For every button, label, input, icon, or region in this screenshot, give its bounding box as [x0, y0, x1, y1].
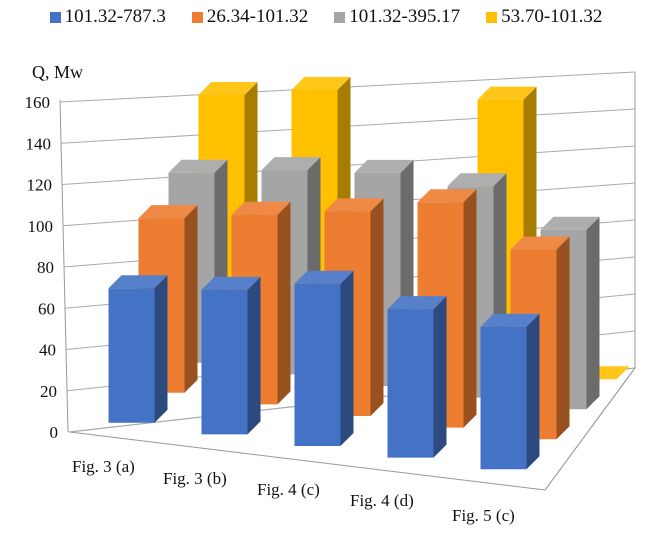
legend-item: 101.32-395.17 — [334, 6, 460, 28]
legend-swatch — [334, 11, 346, 23]
x-tick-label: Fig. 5 (c) — [452, 506, 515, 525]
bar-top — [294, 270, 354, 284]
bar-top — [168, 159, 228, 173]
bar-top — [291, 76, 351, 90]
y-tick-label: 0 — [50, 423, 59, 442]
bar — [480, 313, 540, 470]
y-tick-label: 120 — [27, 176, 53, 195]
bar-side — [586, 216, 600, 410]
bar-top — [324, 198, 384, 212]
legend-item: 101.32-787.3 — [49, 6, 166, 28]
x-tick-label: Fig. 3 (a) — [72, 457, 135, 476]
x-tick-label: Fig. 4 (d) — [350, 491, 414, 510]
legend: 101.32-787.3 26.34-101.32 101.32-395.17 … — [0, 6, 652, 28]
bar-side — [184, 205, 198, 393]
legend-label: 101.32-395.17 — [349, 6, 461, 27]
bar-top — [231, 201, 291, 215]
bar-side — [154, 275, 168, 423]
bar-front — [108, 288, 155, 423]
bar-top — [138, 205, 198, 219]
bar-front — [387, 309, 434, 458]
bar — [294, 270, 354, 446]
y-axis-line — [59, 99, 69, 433]
bar-top — [447, 173, 507, 187]
bar-side — [463, 189, 477, 428]
y-tick-label: 20 — [40, 382, 57, 401]
legend-label: 53.70-101.32 — [501, 6, 603, 27]
bar-side — [433, 296, 447, 458]
legend-item: 26.34-101.32 — [191, 6, 309, 28]
y-axis-label: Q, Mw — [32, 62, 83, 82]
bar-top — [477, 86, 537, 100]
bar — [108, 275, 168, 423]
bar-side — [526, 313, 540, 470]
legend-swatch — [49, 11, 61, 23]
bar-top — [354, 159, 414, 173]
bar-top — [387, 296, 447, 310]
bar — [201, 276, 261, 435]
bar — [387, 296, 447, 458]
bar-top — [480, 313, 540, 327]
bar-side — [370, 198, 384, 416]
bar-side — [277, 201, 291, 405]
legend-swatch — [486, 11, 498, 23]
bar-front — [201, 289, 248, 435]
bar-front — [480, 326, 527, 470]
legend-label: 26.34-101.32 — [206, 6, 309, 27]
legend-label: 101.32-787.3 — [64, 6, 166, 27]
bar-side — [556, 236, 570, 440]
bar-front — [294, 283, 341, 446]
bar-top — [108, 275, 168, 289]
x-tick-label: Fig. 4 (c) — [257, 480, 320, 499]
bar-top — [417, 189, 477, 203]
y-tick-label: 140 — [26, 134, 52, 153]
y-tick-label: 40 — [39, 341, 56, 360]
y-tick-label: 80 — [37, 258, 54, 277]
y-tick-label: 100 — [28, 217, 54, 236]
bar-side — [340, 270, 354, 446]
y-tick-label: 160 — [25, 93, 51, 112]
bar-top — [201, 276, 261, 290]
y-tick-label: 60 — [38, 299, 55, 318]
bar-top — [198, 81, 258, 95]
bar-side — [247, 276, 261, 435]
legend-item: 53.70-101.32 — [486, 6, 602, 28]
legend-swatch — [191, 11, 203, 23]
bar-top — [261, 157, 321, 171]
bar-top — [540, 216, 600, 230]
floor-right-edge — [544, 367, 636, 491]
bar-top — [510, 236, 570, 250]
x-tick-label: Fig. 3 (b) — [163, 469, 227, 488]
